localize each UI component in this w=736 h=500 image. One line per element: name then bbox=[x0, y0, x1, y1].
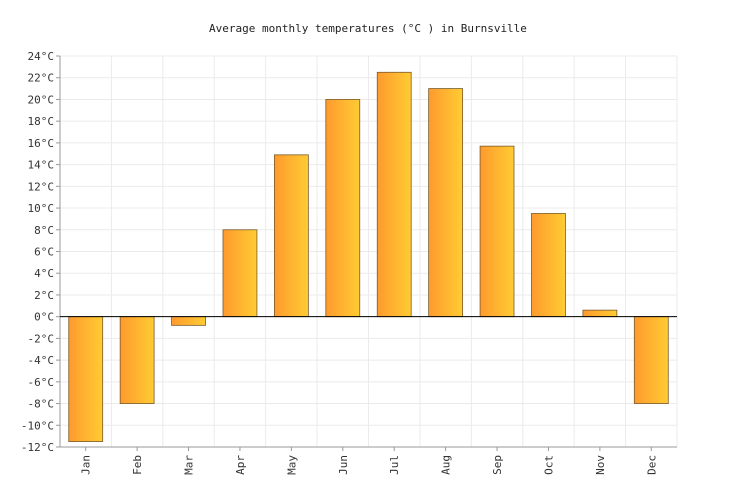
x-tick-label-aug: Aug bbox=[440, 455, 453, 475]
bar-jan bbox=[68, 316, 104, 442]
bars bbox=[68, 71, 669, 442]
x-tick-label-jun: Jun bbox=[337, 455, 350, 475]
y-tick-label: 12°C bbox=[28, 180, 55, 193]
y-tick-label: -10°C bbox=[21, 419, 54, 432]
chart-title: Average monthly temperatures (°C ) in Bu… bbox=[209, 22, 527, 35]
y-axis-tick-labels: -12°C -10°C -8°C -6°C -4°C -2°C 0°C 2°C 4°C 6°C 8°… bbox=[21, 50, 54, 454]
x-tick-label-mar: Mar bbox=[183, 455, 196, 475]
bar-oct bbox=[531, 213, 566, 318]
y-tick-label: 24°C bbox=[28, 50, 55, 63]
x-tick-label-oct: Oct bbox=[542, 455, 555, 475]
grid bbox=[59, 55, 678, 448]
bar-aug bbox=[428, 88, 463, 318]
bar-feb bbox=[119, 316, 155, 404]
bar-jun bbox=[325, 99, 361, 318]
y-tick-label: -12°C bbox=[21, 441, 54, 454]
x-tick-label-feb: Feb bbox=[131, 455, 144, 475]
bar-jul bbox=[376, 71, 412, 318]
bar-nov bbox=[582, 309, 618, 318]
y-tick-label: 22°C bbox=[28, 72, 55, 85]
bar-dec bbox=[633, 316, 669, 404]
bar-mar bbox=[171, 316, 206, 326]
y-tick-label: 6°C bbox=[34, 246, 54, 259]
y-tick-label: 8°C bbox=[34, 224, 54, 237]
y-tick-label: 4°C bbox=[34, 267, 54, 280]
y-tick-label: -8°C bbox=[28, 398, 55, 411]
x-tick-label-nov: Nov bbox=[594, 455, 607, 475]
x-tick-label-sep: Sep bbox=[491, 455, 504, 475]
x-tick-label-jul: Jul bbox=[388, 455, 401, 475]
y-tick-label: 16°C bbox=[28, 137, 55, 150]
x-tick-label-may: May bbox=[285, 455, 298, 475]
x-tick-label-apr: Apr bbox=[234, 455, 247, 475]
y-tick-label: -4°C bbox=[28, 354, 55, 367]
x-tick-label-dec: Dec bbox=[645, 455, 658, 475]
y-tick-label: -6°C bbox=[28, 376, 55, 389]
bar-may bbox=[274, 154, 309, 318]
y-tick-label: 0°C bbox=[34, 311, 54, 324]
x-tick-label-jan: Jan bbox=[80, 455, 93, 475]
y-tick-label: 18°C bbox=[28, 115, 55, 128]
y-tick-label: 14°C bbox=[28, 159, 55, 172]
y-tick-label: 10°C bbox=[28, 202, 55, 215]
x-axis-tick-labels: Jan Feb Mar Apr May Jun Jul Aug Sep Oct Nov Dec bbox=[80, 455, 659, 475]
y-tick-label: -2°C bbox=[28, 332, 55, 345]
y-tick-label: 2°C bbox=[34, 289, 54, 302]
bar-apr bbox=[222, 229, 258, 318]
y-tick-label: 20°C bbox=[28, 93, 55, 106]
bar-sep bbox=[479, 145, 515, 318]
axes bbox=[56, 55, 677, 451]
